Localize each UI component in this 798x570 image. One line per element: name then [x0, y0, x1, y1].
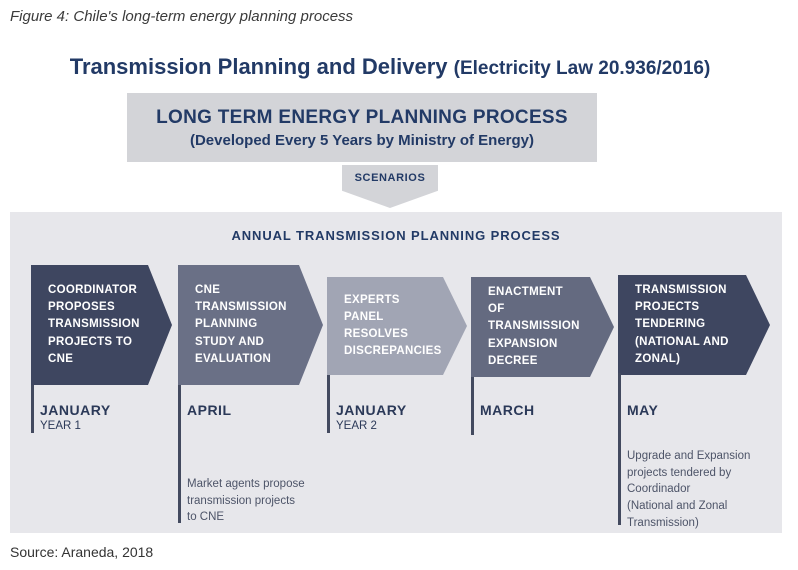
annual-process-title: ANNUAL TRANSMISSION PLANNING PROCESS — [231, 228, 561, 243]
timeline-tick — [471, 377, 474, 435]
long-term-planning-title: LONG TERM ENERGY PLANNING PROCESS — [156, 106, 568, 128]
page-title-main: Transmission Planning and Delivery — [69, 54, 454, 79]
stage-month: MAY — [627, 402, 659, 418]
stage-arrow-enactment-decree: ENACTMENT OF TRANSMISSION EXPANSION DECR… — [471, 277, 614, 377]
page-title-law: (Electricity Law 20.936/2016) — [453, 58, 711, 79]
stage-arrow-projects-tendering: TRANSMISSION PROJECTS TENDERING (NATIONA… — [618, 275, 770, 375]
stage-note: Market agents propose transmission proje… — [187, 478, 305, 524]
scenarios-down-arrow: SCENARIOS — [342, 165, 438, 208]
stage-month: APRIL — [187, 402, 232, 418]
stage-month: JANUARY — [40, 402, 111, 418]
stage-month: MARCH — [480, 402, 535, 418]
stage-month: JANUARY — [336, 402, 407, 418]
long-term-planning-box: LONG TERM ENERGY PLANNING PROCESS (Devel… — [127, 93, 597, 162]
annual-process-panel: ANNUAL TRANSMISSION PLANNING PROCESS COO… — [10, 212, 782, 533]
stage-arrow-coordinator-proposes: COORDINATOR PROPOSES TRANSMISSION PROJEC… — [31, 265, 172, 385]
long-term-planning-subtitle: (Developed Every 5 Years by Ministry of … — [189, 131, 535, 149]
stage-arrow-cne-study: CNE TRANSMISSION PLANNING STUDY AND EVAL… — [178, 265, 323, 385]
stage-label: CNE TRANSMISSION PLANNING STUDY AND EVAL… — [195, 283, 287, 365]
stage-label: EXPERTS PANEL RESOLVES DISCREPANCIES — [344, 293, 442, 358]
figure-caption: Figure 4: Chile's long-term energy plann… — [10, 8, 354, 25]
stage-note: Upgrade and Expansion projects tendered … — [627, 450, 751, 529]
stage-year: YEAR 2 — [336, 420, 377, 432]
stage-label: COORDINATOR PROPOSES TRANSMISSION PROJEC… — [48, 283, 140, 365]
stage-year: YEAR 1 — [40, 420, 81, 432]
timeline-tick — [327, 375, 330, 433]
timeline-tick — [31, 385, 34, 433]
timeline-tick — [618, 373, 621, 525]
page-title: Transmission Planning and Delivery (Elec… — [0, 54, 780, 80]
stage-label: TRANSMISSION PROJECTS TENDERING (NATIONA… — [635, 283, 729, 365]
timeline-tick — [178, 385, 181, 523]
stage-label: ENACTMENT OF TRANSMISSION EXPANSION DECR… — [488, 285, 580, 367]
stage-arrow-experts-panel: EXPERTS PANEL RESOLVES DISCREPANCIES — [327, 277, 467, 375]
source-caption: Source: Araneda, 2018 — [10, 544, 154, 560]
